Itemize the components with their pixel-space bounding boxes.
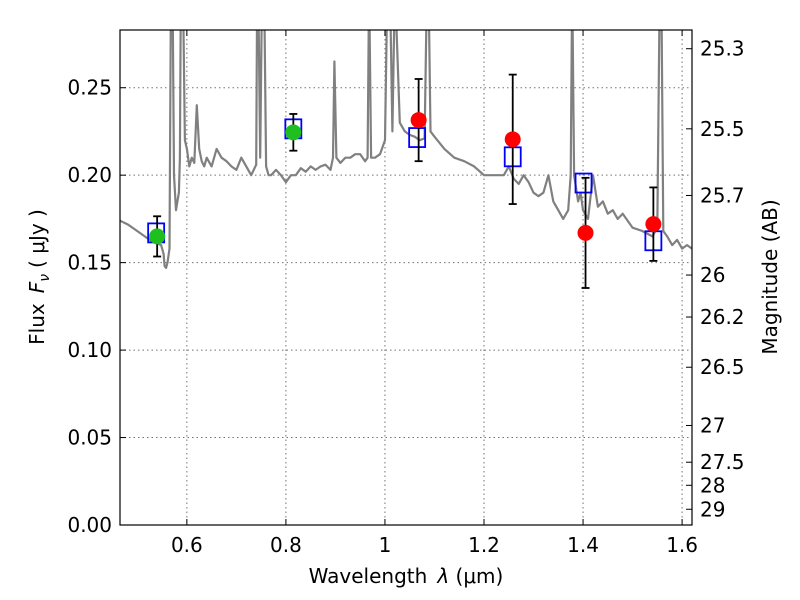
x-tick-label: 1.4: [567, 533, 599, 557]
grid-lines: [120, 30, 692, 526]
y2-tick-label: 27.5: [700, 450, 745, 474]
data-point-marker: [149, 228, 166, 245]
spectrum-line: [120, 30, 692, 269]
model-square-marker: [408, 127, 427, 148]
y-tick-label: 0.05: [67, 426, 112, 450]
model-square-marker: [574, 172, 593, 194]
y2-axis-label: Magnitude (AB): [758, 199, 782, 354]
y-axis-label: FluxFν( μJy ): [25, 209, 53, 345]
data-point-marker: [285, 124, 302, 141]
x-tick-label: 1.6: [666, 533, 698, 557]
x-tick-label: 1.2: [468, 533, 500, 557]
y-tick-label: 0.15: [67, 251, 112, 275]
data-point-marker: [577, 224, 594, 241]
y-tick-label: 0.00: [67, 513, 112, 537]
data-point-marker: [504, 131, 521, 148]
plot-frame: [119, 29, 693, 526]
y2-tick-label: 28: [700, 473, 725, 497]
x-axis-label: Wavelength λ (μm): [309, 564, 504, 588]
y2-tick-label: 25.5: [700, 117, 745, 141]
y2-tick-label: 26.5: [700, 355, 745, 379]
y-tick-label: 0.20: [67, 163, 112, 187]
plot-area: [120, 30, 692, 289]
y2-tick-label: 26: [700, 263, 725, 287]
y2-tick-label: 25.3: [700, 37, 745, 61]
x-tick-label: 0.6: [171, 533, 203, 557]
y2-tick-label: 29: [700, 497, 725, 521]
y2-tick-label: 27: [700, 413, 725, 437]
axis-ticks: 0.6 0.8 1 1.2 1.4 1.6 0.00 0.05 0.10 0.15 0.20 0.25…: [67, 30, 745, 557]
y-tick-label: 0.10: [67, 338, 112, 362]
y2-tick-label: 25.7: [700, 183, 745, 207]
data-point-marker: [645, 216, 662, 233]
y-tick-label: 0.25: [67, 76, 112, 100]
x-tick-label: 0.8: [270, 533, 302, 557]
y2-tick-label: 26.2: [700, 305, 745, 329]
x-tick-label: 1: [379, 533, 392, 557]
data-point-marker: [410, 112, 427, 129]
